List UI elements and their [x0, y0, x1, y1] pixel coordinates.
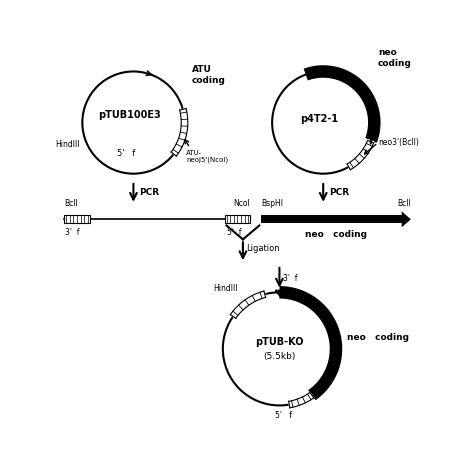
Polygon shape — [230, 291, 265, 319]
Text: neo3'(BclI): neo3'(BclI) — [378, 138, 419, 147]
Text: HindIII: HindIII — [55, 140, 80, 149]
Polygon shape — [289, 392, 314, 408]
Text: HindIII: HindIII — [213, 284, 237, 293]
Text: neo   coding: neo coding — [305, 230, 367, 239]
Text: 3'  f: 3' f — [65, 228, 79, 237]
Text: neo   coding: neo coding — [347, 333, 409, 342]
Text: ATU
coding: ATU coding — [192, 65, 226, 85]
Text: 5'  f: 5' f — [227, 228, 241, 237]
Polygon shape — [347, 140, 374, 170]
Text: PCR: PCR — [328, 188, 349, 197]
Text: 5'   f: 5' f — [274, 411, 292, 420]
Text: p4T2-1: p4T2-1 — [301, 114, 338, 124]
Text: Ligation: Ligation — [246, 244, 280, 253]
Bar — [261, 215, 401, 223]
Text: ATU-
neoj5'(NcoI): ATU- neoj5'(NcoI) — [186, 150, 228, 164]
Text: BspHI: BspHI — [261, 200, 283, 209]
Polygon shape — [401, 211, 411, 228]
Text: NcoI: NcoI — [234, 200, 250, 209]
Text: BclI: BclI — [64, 200, 78, 209]
Text: PCR: PCR — [139, 188, 159, 197]
Bar — [225, 215, 250, 223]
Text: pTUB100E3: pTUB100E3 — [99, 110, 161, 120]
Text: pTUB-KO: pTUB-KO — [255, 337, 304, 346]
Text: BclI: BclI — [397, 200, 411, 209]
Text: (5.5kb): (5.5kb) — [263, 352, 296, 361]
Text: 3'  f: 3' f — [283, 274, 298, 283]
Polygon shape — [171, 109, 188, 156]
Text: 5'   f: 5' f — [117, 149, 135, 158]
Text: neo
coding: neo coding — [378, 48, 412, 68]
Bar — [64, 215, 90, 223]
